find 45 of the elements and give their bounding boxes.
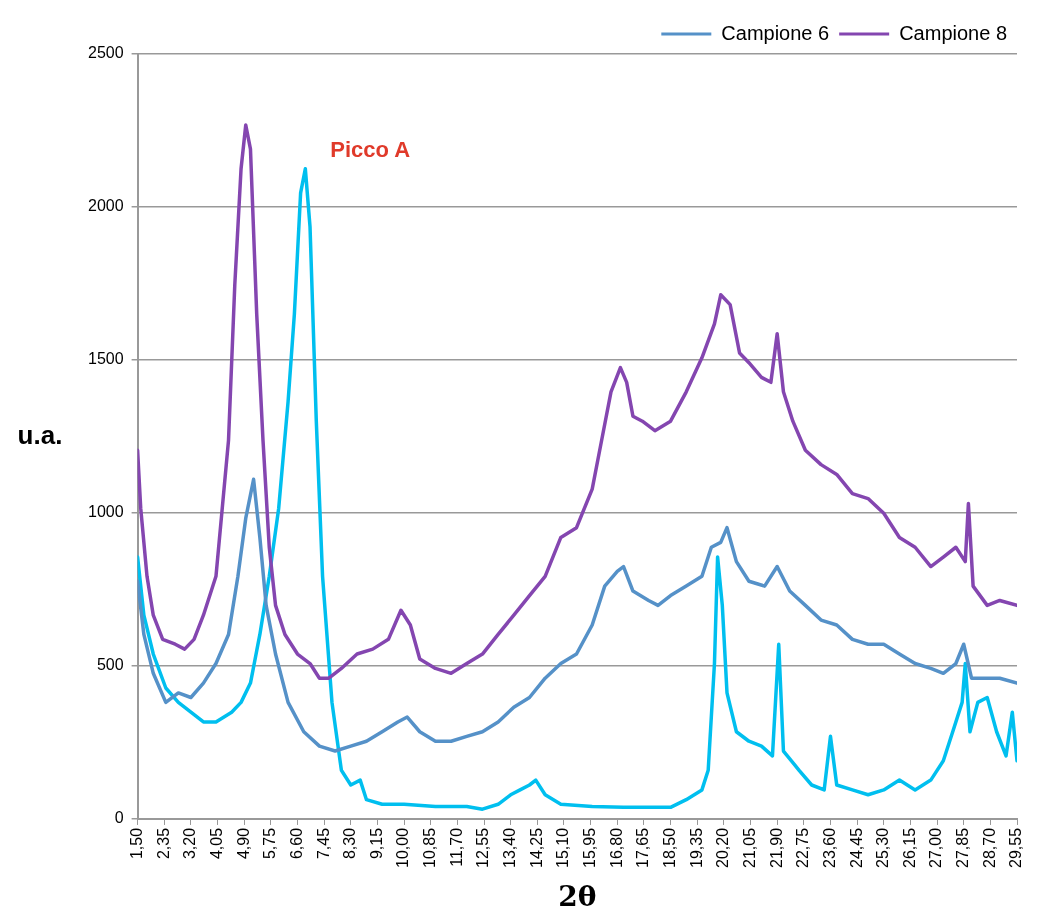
x-tick-label: 24,45: [847, 827, 865, 869]
x-tick-label: 10,85: [421, 827, 439, 869]
legend-label: Campione 6: [721, 21, 830, 44]
x-axis-title: 2θ: [558, 880, 597, 914]
x-tick-label: 2,35: [154, 827, 172, 860]
x-tick-label: 21,05: [740, 827, 758, 869]
x-tick-label: 23,60: [820, 827, 838, 869]
x-tick-label: 3,20: [181, 827, 199, 860]
legend-label: Campione 8: [899, 21, 1007, 44]
y-tick-label: 0: [114, 809, 124, 827]
annotation: Picco A: [330, 136, 411, 162]
x-tick-label: 20,20: [714, 827, 732, 869]
x-tick-label: 6,60: [287, 827, 305, 860]
x-tick-label: 1,50: [128, 827, 145, 860]
x-tick-label: 27,00: [927, 827, 945, 869]
x-tick-label: 4,05: [207, 827, 225, 860]
y-axis-title: u.a.: [17, 419, 63, 450]
x-tick-label: 9,15: [367, 827, 385, 860]
x-tick-label: 5,75: [261, 827, 279, 860]
x-tick-label: 25,30: [874, 827, 892, 869]
x-tick-label: 4,90: [234, 827, 252, 860]
x-tick-label: 22,75: [794, 827, 812, 869]
x-tick-label: 27,85: [954, 827, 972, 869]
x-tick-label: 7,45: [314, 827, 332, 860]
y-tick-label: 1000: [88, 503, 124, 521]
x-tick-label: 17,65: [634, 827, 652, 869]
x-tick-label: 13,40: [501, 827, 519, 869]
x-tick-label: 12,55: [474, 827, 492, 869]
x-tick-label: 15,95: [581, 827, 599, 869]
x-tick-label: 14,25: [527, 827, 545, 869]
y-tick-label: 500: [96, 656, 124, 674]
x-tick-label: 19,35: [687, 827, 705, 869]
x-tick-label: 10,00: [394, 827, 412, 869]
x-tick-label: 18,50: [660, 827, 678, 869]
x-tick-label: 16,80: [607, 827, 625, 869]
x-tick-label: 15,10: [554, 827, 572, 869]
x-tick-label: 29,55: [1007, 827, 1025, 869]
y-tick-label: 1500: [88, 350, 124, 368]
x-tick-label: 11,70: [447, 827, 465, 867]
y-tick-label: 2000: [88, 197, 124, 215]
x-tick-label: 26,15: [900, 827, 918, 869]
x-tick-label: 28,70: [980, 827, 998, 869]
y-tick-label: 2500: [88, 44, 124, 62]
x-tick-label: 8,30: [341, 827, 359, 860]
x-tick-label: 21,90: [767, 827, 785, 869]
